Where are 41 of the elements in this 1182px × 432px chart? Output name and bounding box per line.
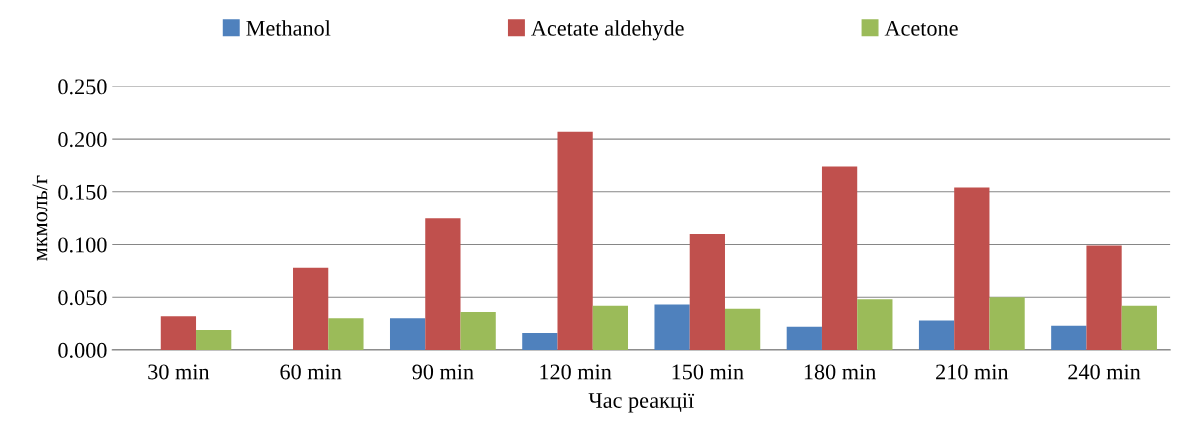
x-tick-label: 90 min — [412, 364, 474, 380]
bar — [989, 297, 1025, 350]
bar — [328, 318, 364, 350]
x-tick-label: 210 min — [936, 364, 1009, 380]
bar — [918, 320, 955, 350]
bar — [1051, 325, 1087, 350]
bar — [857, 299, 893, 350]
bar — [786, 326, 822, 350]
x-tick-label: 240 min — [1068, 364, 1141, 380]
y-tick-label: 0.100 — [58, 237, 107, 253]
bar — [522, 333, 558, 350]
bar — [460, 311, 496, 350]
bar — [1086, 245, 1122, 350]
bar — [954, 187, 990, 350]
x-tick-label: 150 min — [672, 364, 744, 380]
bar — [293, 267, 329, 350]
bar — [557, 131, 593, 350]
bar — [821, 166, 858, 350]
legend-label: Acetone — [884, 20, 958, 36]
bar — [592, 305, 629, 350]
bar — [196, 329, 232, 350]
y-tick-label: 0.050 — [58, 290, 107, 306]
bar — [160, 316, 197, 350]
legend-label: Acetate aldehyde — [531, 20, 684, 41]
x-tick-label: 60 min — [280, 364, 342, 380]
y-tick-label: 0.250 — [58, 79, 107, 95]
y-tick-label: 0.150 — [58, 184, 107, 200]
bar — [1121, 305, 1157, 350]
x-axis-title: Час реакції — [588, 393, 695, 413]
y-axis-title: мкмоль/г — [32, 175, 48, 261]
bar — [724, 308, 761, 350]
y-tick-label: 0.200 — [58, 132, 107, 148]
x-tick-label: 30 min — [148, 364, 210, 380]
bar — [425, 218, 461, 350]
bar — [389, 318, 426, 350]
y-tick-label: 0.000 — [58, 342, 107, 358]
legend-label: Methanol — [246, 20, 331, 36]
x-tick-label: 120 min — [540, 364, 612, 380]
bar — [654, 304, 690, 350]
bar — [689, 233, 725, 350]
x-tick-label: 180 min — [804, 364, 876, 380]
